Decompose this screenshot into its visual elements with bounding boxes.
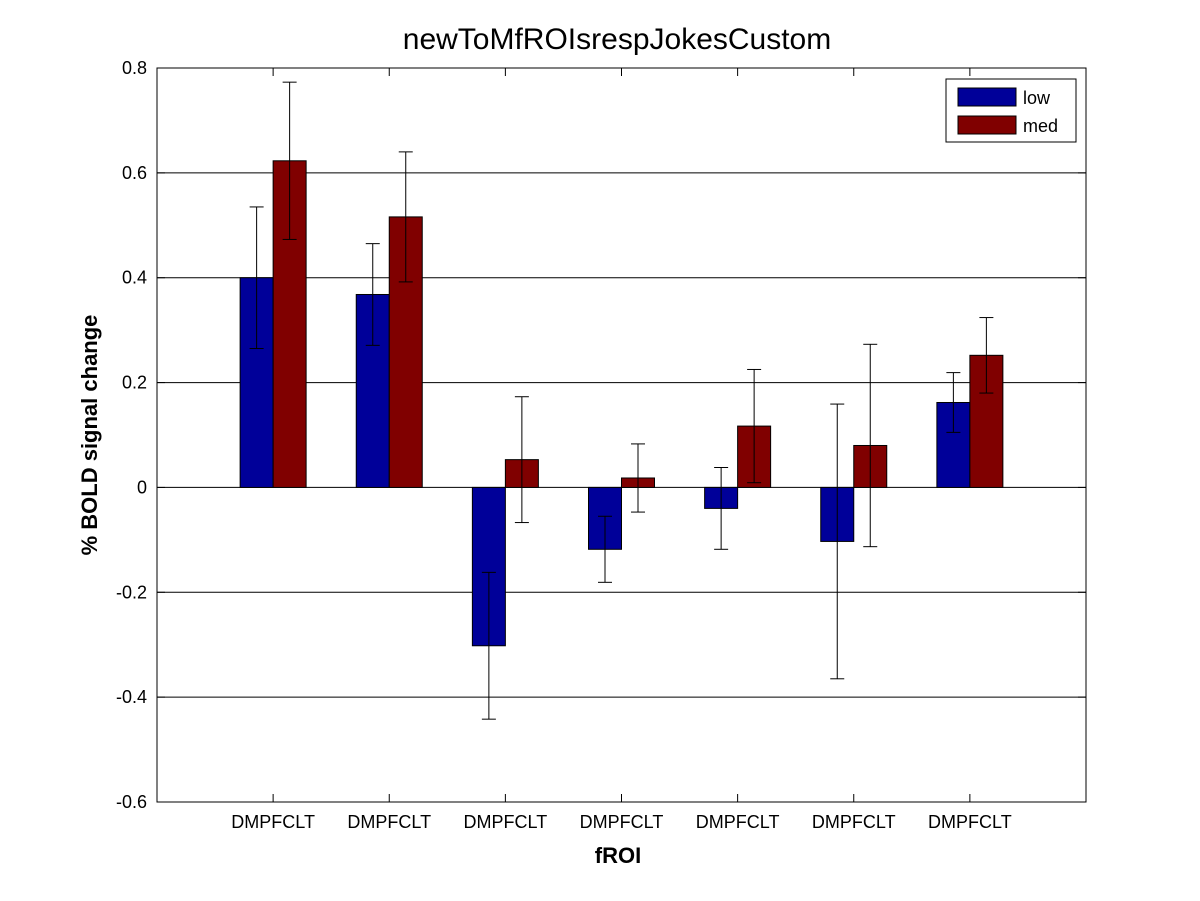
x-tick-label: DMPFCLT [812, 812, 896, 832]
bars [239, 160, 1004, 647]
legend: low med [945, 78, 1077, 143]
legend-swatch-low [957, 87, 1017, 107]
legend-label-med: med [1023, 116, 1058, 136]
y-tick-label: 0 [137, 477, 147, 497]
x-tick-label: DMPFCLT [696, 812, 780, 832]
x-tick-label: DMPFCLT [928, 812, 1012, 832]
y-tick-label: -0.2 [116, 582, 147, 602]
x-tick-label: DMPFCLT [580, 812, 664, 832]
x-tick-label: DMPFCLT [464, 812, 548, 832]
y-tick-label: 0.6 [122, 163, 147, 183]
y-tick-label: 0.8 [122, 58, 147, 78]
y-axis-ticks: -0.6 -0.4 -0.2 0 0.2 0.4 0.6 0.8 [116, 58, 1086, 812]
y-tick-label: -0.4 [116, 687, 147, 707]
y-tick-label: 0.2 [122, 373, 147, 393]
x-axis-label: fROI [595, 843, 641, 868]
x-tick-label: DMPFCLT [231, 812, 315, 832]
y-tick-label: -0.6 [116, 792, 147, 812]
chart-title: newToMfROIsrespJokesCustom [403, 23, 831, 56]
error-bars [249, 81, 994, 720]
y-axis-label: % BOLD signal change [77, 315, 102, 556]
legend-label-low: low [1023, 88, 1051, 108]
x-tick-label: DMPFCLT [347, 812, 431, 832]
y-tick-label: 0.4 [122, 268, 147, 288]
x-axis-ticks: DMPFCLT DMPFCLT DMPFCLT DMPFCLT DMPFCLT DMPFC… [231, 68, 1012, 832]
legend-swatch-med [957, 115, 1017, 135]
